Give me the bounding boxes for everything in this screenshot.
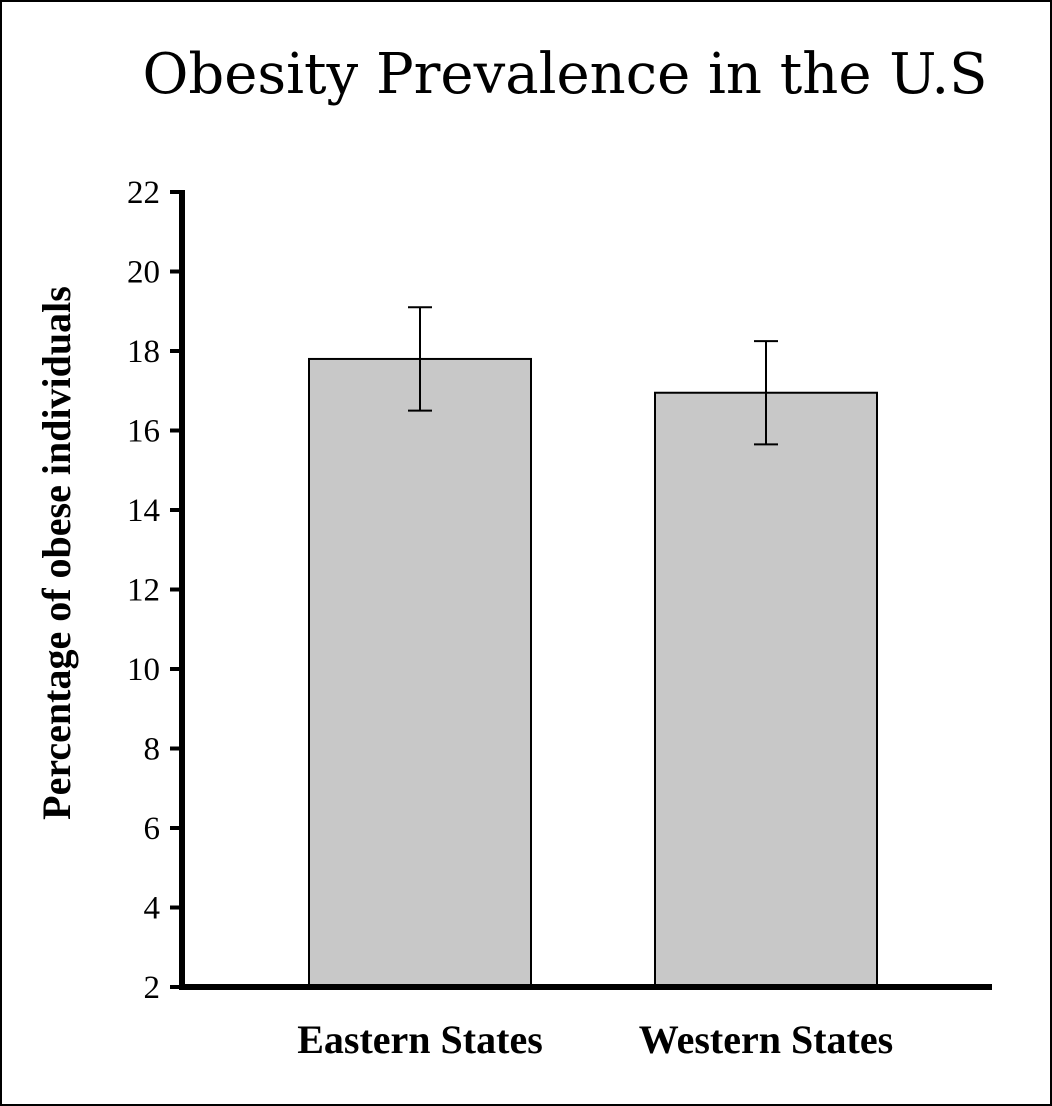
y-tick-label: 4: [144, 891, 161, 927]
x-category-label: Eastern States: [297, 1017, 543, 1062]
y-tick-label: 2: [144, 970, 161, 1006]
y-tick-label: 22: [127, 175, 160, 211]
bars: [308, 357, 878, 988]
y-tick-label: 6: [144, 811, 161, 847]
y-tick-label: 14: [127, 493, 160, 529]
chart-title: Obesity Prevalence in the U.S: [142, 42, 987, 107]
bar: [654, 391, 878, 988]
x-category-label: Western States: [639, 1017, 893, 1062]
y-tick-label: 20: [127, 255, 160, 291]
y-axis-label: Percentage of obese individuals: [34, 286, 79, 820]
y-tick-label: 16: [127, 414, 160, 450]
y-tick-label: 10: [127, 652, 160, 688]
bar: [308, 357, 532, 988]
y-tick-label: 12: [127, 573, 160, 609]
error-bars: [408, 306, 778, 446]
y-tick-label: 18: [127, 334, 160, 370]
y-tick-label: 8: [144, 732, 161, 768]
y-axis-ticks: 2 4 6 8 10 12 14 16 18 20 22: [127, 175, 182, 1006]
x-axis-categories: Eastern States Western States: [297, 1017, 893, 1062]
